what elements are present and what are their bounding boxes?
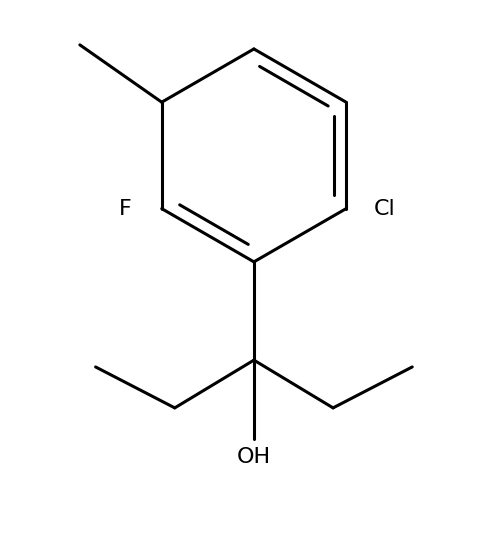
Text: Cl: Cl [373,199,395,219]
Text: F: F [119,199,132,219]
Text: OH: OH [237,448,271,467]
